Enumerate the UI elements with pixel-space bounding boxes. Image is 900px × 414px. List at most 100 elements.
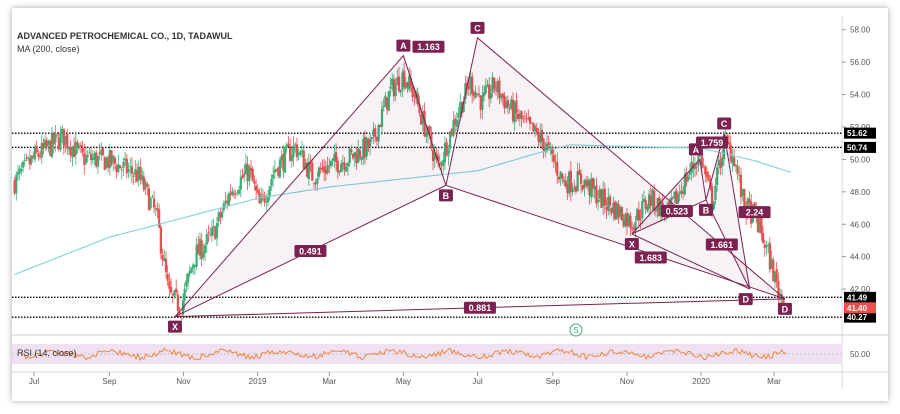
time-tick-label: Nov [620,377,634,386]
candle-body [334,152,338,162]
candle-body [358,150,361,158]
candle-body [675,190,678,204]
candle-body [54,133,57,143]
candle-body [57,137,60,150]
candle-body [501,93,504,98]
candle-body [154,208,157,210]
candle-body [295,144,299,158]
candle-body [18,168,21,174]
candle-body [159,226,162,254]
candle-body [103,157,106,170]
candle-body [620,206,623,220]
candle-body [37,153,40,157]
candle-body [324,169,327,174]
candle-body [571,188,574,192]
candle-body [355,153,358,164]
candle-body [163,258,166,262]
candle-body [164,258,168,273]
candle-body [375,136,379,141]
candle-body [323,166,326,173]
candle-body [38,156,42,158]
candle-body [178,311,181,314]
candle-body [190,267,193,273]
candle-body [311,162,314,181]
candle-body [452,120,455,137]
candle-body [534,125,537,132]
candle-body [767,245,770,247]
candle-body [215,222,219,238]
last-price-label: 41.40 [847,304,868,313]
candle-body [763,244,766,249]
candle-body [112,155,115,163]
candle-body [91,157,94,160]
level-price-label: 41.49 [847,293,868,302]
candle-body [770,258,773,269]
candle-body [486,84,489,87]
ratio-label: 1.683 [639,253,662,263]
candle-body [493,77,496,89]
candle-body [251,168,254,182]
price-axis: 58.00 56.00 54.00 52.00 50.00 48.00 46.00 44.00… [12,16,888,388]
candle-body [494,89,498,91]
candle-body [522,118,525,120]
candle-body [409,78,413,87]
candle-body [442,160,445,167]
split-event-label: S [573,326,578,335]
candle-body [678,192,681,194]
candle-body [413,94,416,97]
pattern-point-marker [738,293,753,306]
candle-body [202,251,205,258]
time-tick-label: 2019 [249,377,267,386]
candle-body [448,131,452,149]
candle-body [238,189,241,194]
ratio-label: 2.24 [746,208,764,218]
candle-body [634,221,637,231]
candle-body [714,185,717,200]
candle-body [168,281,171,289]
candle-body [90,154,93,161]
candle-body [586,179,589,187]
candle-body [647,194,651,209]
rsi-line [21,347,787,361]
candle-body [727,141,731,145]
candle-body [115,165,118,173]
candle-body [510,99,513,109]
candle-body [716,167,719,185]
pattern-point-marker [396,39,411,52]
candle-body [21,161,25,168]
candle-body [285,144,288,148]
candle-body [391,78,394,86]
candle-body [98,152,101,155]
candle-body [55,134,59,136]
level-price-label: 51.62 [847,129,868,138]
candle-body [760,217,763,234]
candle-body [118,165,122,169]
candle-body [719,161,722,169]
candle-body [386,97,389,110]
candle-body [81,147,84,153]
candle-body [188,270,191,274]
candle-body [445,142,448,155]
candle-body [630,228,634,230]
candle-body [326,165,329,174]
candle-body [141,175,144,181]
candle-body [460,102,464,114]
candle-body [396,77,399,86]
candle-body [605,207,608,210]
candle-body [622,219,625,227]
candle-body [363,137,367,158]
time-tick-label: Jul [472,377,482,386]
level-price-tag [844,311,876,323]
candle-body [32,155,35,158]
candle-body [144,182,147,189]
candle-body [13,180,16,194]
level-price-tag [844,141,876,153]
pattern-point-label: A [400,41,407,51]
pattern-2-xd-leg [631,233,750,290]
candle-body [292,145,295,157]
price-chart[interactable]: X A B C D X A B C D 0.491 1.163 0.881 1.683 0.523 1.661… [12,8,888,401]
candle-body [129,166,132,168]
candle-body [368,139,372,148]
candle-body [33,147,37,160]
candle-body [280,155,283,161]
